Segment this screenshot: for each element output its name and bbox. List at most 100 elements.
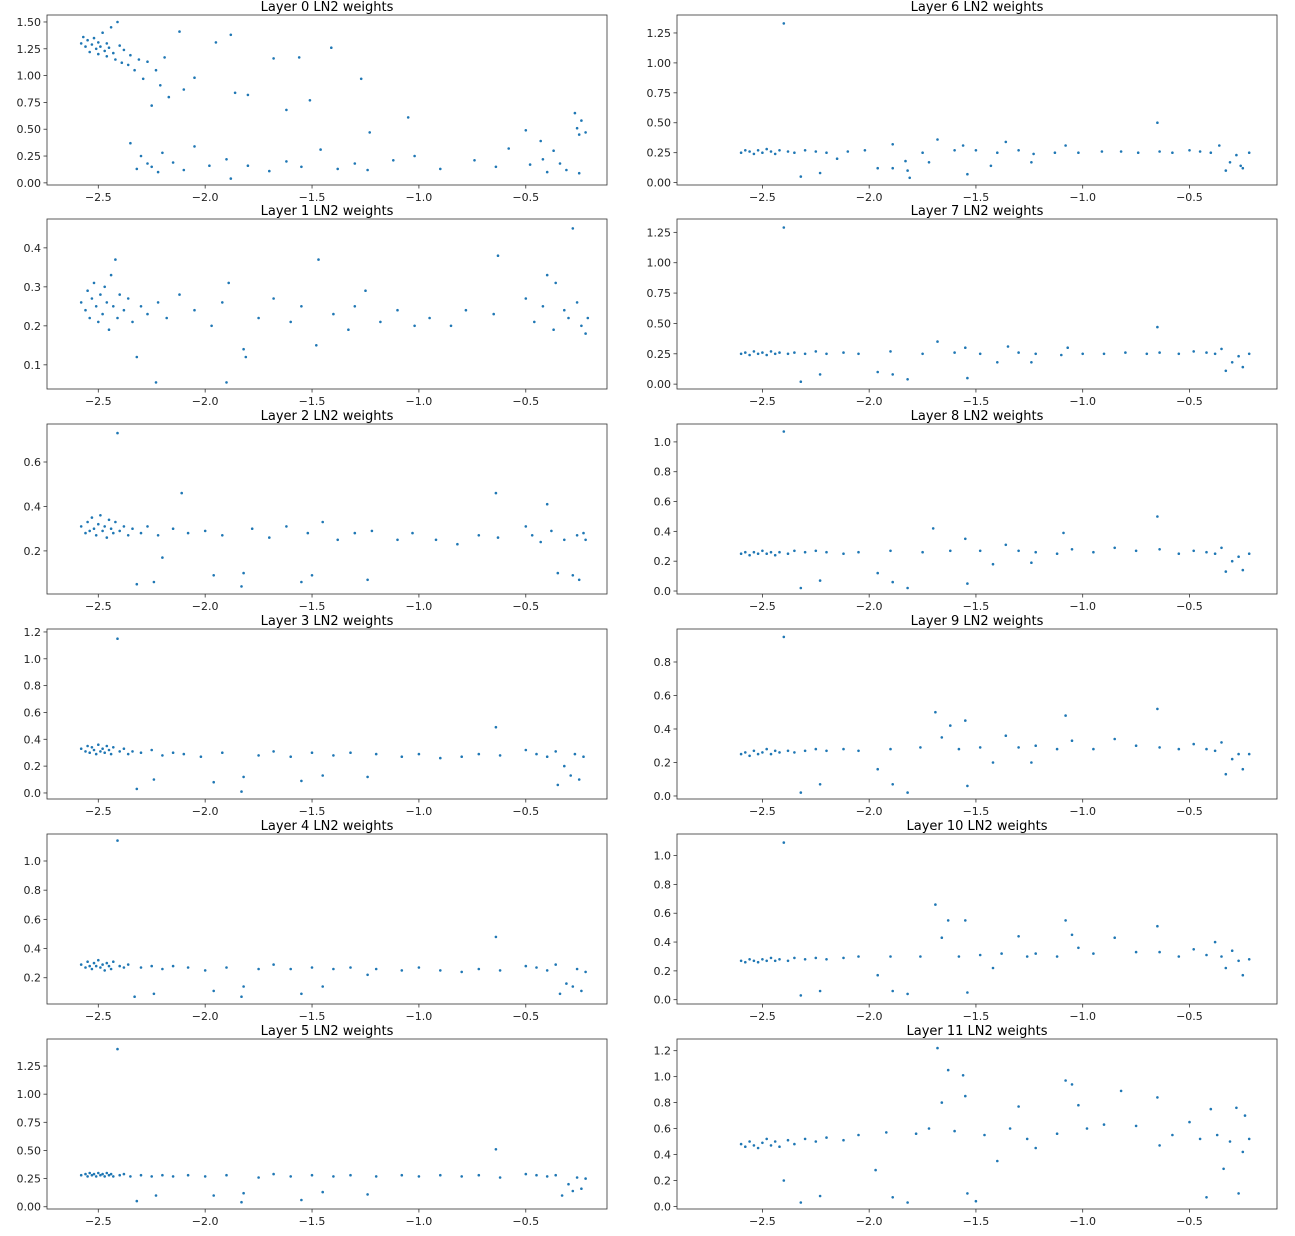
scatter-point [1034,352,1037,356]
scatter-point [88,751,91,754]
scatter-point [773,1140,777,1143]
scatter-point [584,970,587,974]
y-tick-label: 1.25 [17,1060,42,1073]
scatter-point [1241,166,1245,170]
scatter-point [154,1194,158,1197]
x-tick-label: −2.5 [85,805,112,818]
scatter-point [229,177,233,180]
scatter-point [739,1142,743,1146]
points [739,635,1251,794]
scatter-point [584,538,587,542]
y-tick-label: 0.4 [24,943,42,956]
scatter-point [778,351,781,354]
scatter-point [1220,741,1223,744]
scatter-point [114,58,117,61]
scatter-point [244,355,248,359]
scatter-point [748,553,751,557]
scatter-point [289,967,293,971]
scatter-point [539,139,542,143]
points [79,431,587,588]
scatter-point [818,579,822,582]
scatter-point [246,164,250,167]
scatter-point [974,1199,978,1203]
scatter-point [744,1145,747,1148]
scatter-point [558,992,562,996]
scatter-point [761,1141,764,1145]
scatter-point [1066,346,1069,350]
subplot-title: Layer 11 LN2 weights [906,1024,1047,1039]
scatter-point [949,549,952,553]
scatter-point [146,162,149,165]
scatter-point [112,531,115,535]
scatter-point [1177,747,1181,751]
scatter-point [242,985,245,988]
scatter-point [364,289,367,293]
scatter-point [1241,365,1245,369]
scatter-point [936,340,939,343]
scatter-point [94,964,98,968]
scatter-point [118,1173,121,1177]
scatter-point [150,104,153,107]
scatter-point [966,1192,969,1195]
x-tick-label: −1.0 [406,1215,433,1228]
scatter-point [773,352,777,356]
scatter-point [964,537,967,541]
scatter-point [857,1133,860,1137]
scatter-point [908,176,911,180]
scatter-point [332,754,335,757]
scatter-point [107,46,111,49]
scatter-point [1055,955,1059,958]
scatter-point [90,967,94,971]
scatter-point [86,289,89,293]
axes-frame [46,14,608,186]
scatter-point [135,1199,139,1203]
scatter-point [257,754,260,757]
scatter-point [575,534,579,537]
scatter-point [137,58,141,61]
scatter-point [285,525,288,528]
scatter-point [765,747,768,751]
scatter-point [101,312,104,316]
scatter-point [460,755,464,758]
y-tick-label: 0.25 [647,147,672,160]
scatter-point [891,1196,894,1199]
scatter-point [818,171,822,175]
scatter-point [477,534,481,537]
scatter-point [1192,742,1195,746]
scatter-point [272,1172,275,1176]
scatter-point [406,116,410,119]
scatter-point [240,790,243,793]
y-tick-label: 0.6 [654,689,672,702]
subplot-title: Layer 5 LN2 weights [261,1024,394,1039]
scatter-point [752,1144,756,1147]
scatter-point [1034,744,1037,747]
scatter-point [782,226,786,229]
x-tick-label: −2.0 [856,395,883,408]
scatter-point [99,966,102,969]
scatter-point [946,1068,950,1072]
scatter-point [1062,531,1065,535]
scatter-point [122,48,126,52]
scatter-point [1241,1150,1245,1154]
scatter-point [748,150,751,153]
scatter-point [996,361,999,364]
scatter-point [449,324,453,328]
y-tick-label: 0.4 [654,936,672,949]
scatter-point [567,316,570,320]
scatter-point [1224,369,1228,373]
scatter-point [769,550,773,554]
scatter-point [379,320,382,324]
points [79,839,587,998]
scatter-point [374,1175,378,1178]
y-tick-label: 0.75 [647,87,672,100]
scatter-point [799,586,803,590]
scatter-point [1235,1106,1238,1110]
x-tick-label: −1.5 [963,600,990,613]
scatter-point [927,1127,931,1130]
scatter-point [1230,757,1234,761]
subplot-layer-8: −2.5 −2.0 −1.5 −1.0 −0.5 0.0 0.2 0.4 0.6 0.8 1.0 La… [654,409,1278,613]
scatter-point [934,903,937,906]
scatter-point [974,149,978,152]
scatter-point [739,752,743,756]
scatter-point [541,158,545,161]
